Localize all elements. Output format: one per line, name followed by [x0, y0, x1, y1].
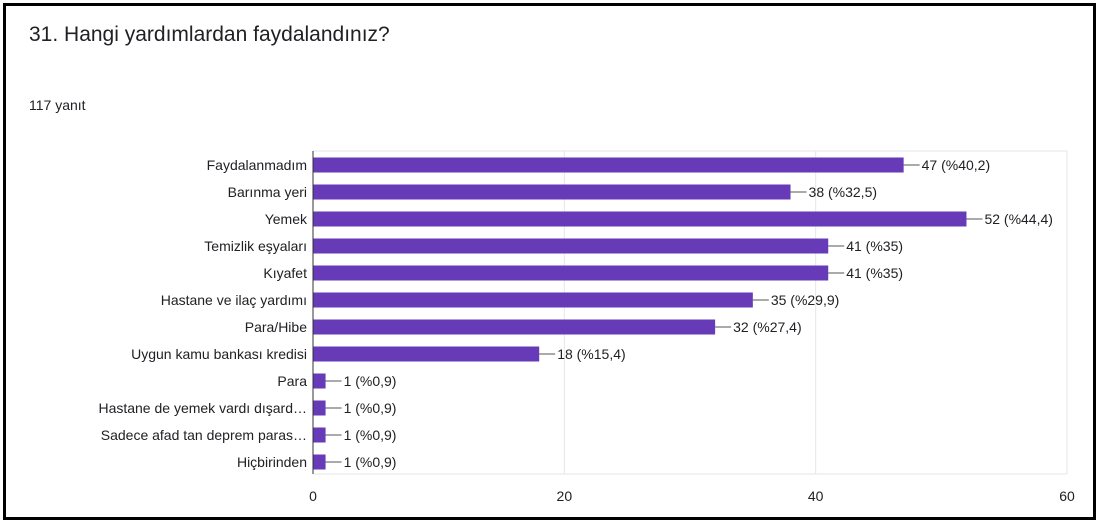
category-label: Kıyafet: [263, 265, 307, 281]
category-label: Hastane de yemek vardı dışard…: [98, 400, 307, 416]
category-label: Para: [277, 373, 307, 389]
data-label: 41 (%35): [846, 265, 903, 281]
bar: [313, 454, 326, 470]
category-label: Hiçbirinden: [237, 454, 307, 470]
bar: [313, 427, 326, 443]
category-label: Faydalanmadım: [207, 157, 307, 173]
category-label: Barınma yeri: [228, 184, 307, 200]
data-label: 35 (%29,9): [771, 292, 839, 308]
bar: [313, 184, 791, 200]
data-label: 1 (%0,9): [344, 427, 397, 443]
category-label: Hastane ve ilaç yardımı: [161, 292, 307, 308]
data-label: 1 (%0,9): [344, 454, 397, 470]
bar: [313, 346, 540, 362]
data-label: 52 (%44,4): [984, 211, 1052, 227]
data-label: 41 (%35): [846, 238, 903, 254]
category-label: Sadece afad tan deprem paras…: [101, 427, 307, 443]
x-tick-label: 0: [309, 488, 317, 504]
data-label: 1 (%0,9): [344, 400, 397, 416]
data-label: 38 (%32,5): [809, 184, 877, 200]
question-title: 31. Hangi yardımlardan faydalandınız?: [29, 23, 390, 46]
bar: [313, 238, 829, 254]
x-tick-label: 20: [557, 488, 573, 504]
bar: [313, 400, 326, 416]
bar: [313, 292, 753, 308]
category-label: Temizlik eşyaları: [204, 238, 307, 254]
chart-card: 31. Hangi yardımlardan faydalandınız? 11…: [3, 3, 1096, 520]
data-label: 1 (%0,9): [344, 373, 397, 389]
bar: [313, 265, 829, 281]
bar: [313, 211, 967, 227]
data-label: 32 (%27,4): [733, 319, 801, 335]
category-label: Para/Hibe: [245, 319, 307, 335]
bar: [313, 373, 326, 389]
bar: [313, 157, 904, 173]
response-count: 117 yanıt: [29, 97, 86, 113]
category-label: Yemek: [265, 211, 308, 227]
data-label: 47 (%40,2): [922, 157, 990, 173]
category-label: Uygun kamu bankası kredisi: [131, 346, 307, 362]
bar: [313, 319, 716, 335]
data-label: 18 (%15,4): [557, 346, 625, 362]
x-tick-label: 60: [1059, 488, 1075, 504]
x-tick-label: 40: [808, 488, 824, 504]
